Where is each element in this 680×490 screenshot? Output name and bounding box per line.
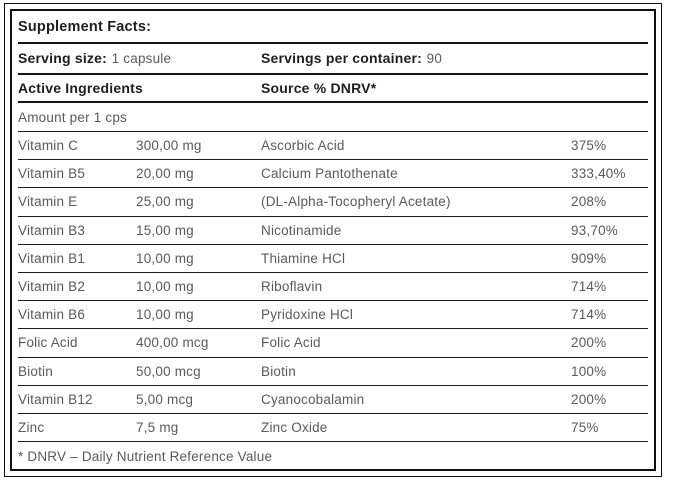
ingredient-source: Folic Acid [261,335,321,351]
ingredient-amount: 300,00 mg [136,138,202,154]
ingredient-name: Vitamin B2 [18,279,86,295]
ingredient-row: Vitamin B12 5,00 mcg Cyanocobalamin 200% [18,386,648,414]
ingredient-row: Vitamin E 25,00 mg (DL-Alpha-Tocopheryl … [18,188,648,217]
ingredient-row: Vitamin B5 20,00 mg Calcium Pantothenate… [18,160,648,189]
ingredient-name: Vitamin B12 [18,391,93,407]
ingredient-row: Vitamin B1 10,00 mg Thiamine HCl 909% [18,245,648,273]
ingredient-name: Biotin [18,363,53,379]
dnrv-footnote: * DNRV – Daily Nutrient Reference Value [18,448,273,464]
amount-per-serving-row: Amount per 1 cps [18,103,648,132]
supplement-facts-panel: Supplement Facts: Serving size: 1 capsul… [10,9,656,471]
ingredient-name: Vitamin C [18,138,79,154]
panel-title-row: Supplement Facts: [18,11,648,44]
servings-per-container-value: 90 [426,50,443,66]
ingredient-dnrv-percent: 93,70% [571,222,618,238]
amount-per-serving-label: Amount per 1 cps [18,109,128,125]
ingredient-amount: 15,00 mg [136,222,194,238]
servings-per-container: Servings per container: 90 [261,50,648,68]
serving-info-row: Serving size: 1 capsule Servings per con… [18,44,648,75]
ingredient-rows: Vitamin C 300,00 mg Ascorbic Acid 375% V… [18,132,648,443]
ingredient-amount: 20,00 mg [136,166,194,182]
ingredient-name: Vitamin B6 [18,307,86,323]
ingredient-name: Vitamin E [18,194,78,210]
ingredient-source: Thiamine HCl [261,250,346,266]
ingredient-name: Vitamin B3 [18,222,86,238]
serving-size-label: Serving size: [18,49,107,66]
ingredient-row: Zinc 7,5 mg Zinc Oxide 75% [18,414,648,443]
ingredient-row: Vitamin B3 15,00 mg Nicotinamide 93,70% [18,217,648,245]
ingredient-name: Zinc [18,419,45,435]
ingredient-dnrv-percent: 375% [571,138,607,154]
ingredient-dnrv-percent: 714% [571,279,607,295]
ingredient-amount: 5,00 mcg [136,391,194,407]
ingredient-row: Vitamin B6 10,00 mg Pyridoxine HCl 714% [18,301,648,330]
ingredient-amount: 10,00 mg [136,279,194,295]
ingredient-amount: 25,00 mg [136,194,194,210]
column-header-active-ingredients: Active Ingredients [18,80,143,96]
ingredient-dnrv-percent: 208% [571,194,607,210]
ingredient-source: Cyanocobalamin [261,391,365,407]
servings-per-container-label: Servings per container: [261,49,422,66]
ingredient-source: Ascorbic Acid [261,138,345,154]
ingredient-row: Vitamin B2 10,00 mg Riboflavin 714% [18,273,648,302]
ingredient-dnrv-percent: 75% [571,419,599,435]
ingredient-dnrv-percent: 909% [571,250,607,266]
panel-title: Supplement Facts: [18,18,152,35]
serving-size-value: 1 capsule [111,50,172,66]
ingredient-source: Biotin [261,363,296,379]
ingredient-source: Zinc Oxide [261,419,328,435]
ingredient-dnrv-percent: 100% [571,363,607,379]
ingredient-dnrv-percent: 333,40% [571,166,626,182]
ingredient-source: Nicotinamide [261,222,342,238]
ingredient-amount: 10,00 mg [136,250,194,266]
ingredient-row: Biotin 50,00 mcg Biotin 100% [18,358,648,386]
ingredient-dnrv-percent: 200% [571,335,607,351]
ingredient-name: Vitamin B1 [18,250,86,266]
label-sheet: Supplement Facts: Serving size: 1 capsul… [4,3,662,477]
ingredient-name: Vitamin B5 [18,166,86,182]
column-header-source-dnrv: Source % DNRV* [261,80,377,96]
column-headers-row: Active Ingredients Source % DNRV* [18,75,648,103]
ingredient-amount: 50,00 mcg [136,363,201,379]
ingredient-row: Folic Acid 400,00 mcg Folic Acid 200% [18,329,648,358]
ingredient-source: Pyridoxine HCl [261,307,354,323]
ingredient-amount: 7,5 mg [136,419,179,435]
ingredient-amount: 10,00 mg [136,307,194,323]
serving-size: Serving size: 1 capsule [18,50,261,68]
ingredient-row: Vitamin C 300,00 mg Ascorbic Acid 375% [18,132,648,161]
ingredient-amount: 400,00 mcg [136,335,209,351]
ingredient-source: (DL-Alpha-Tocopheryl Acetate) [261,194,451,210]
ingredient-source: Riboflavin [261,279,323,295]
ingredient-dnrv-percent: 714% [571,307,607,323]
ingredient-dnrv-percent: 200% [571,391,607,407]
ingredient-source: Calcium Pantothenate [261,166,398,182]
footnote-row: * DNRV – Daily Nutrient Reference Value [18,442,648,470]
ingredient-name: Folic Acid [18,335,78,351]
